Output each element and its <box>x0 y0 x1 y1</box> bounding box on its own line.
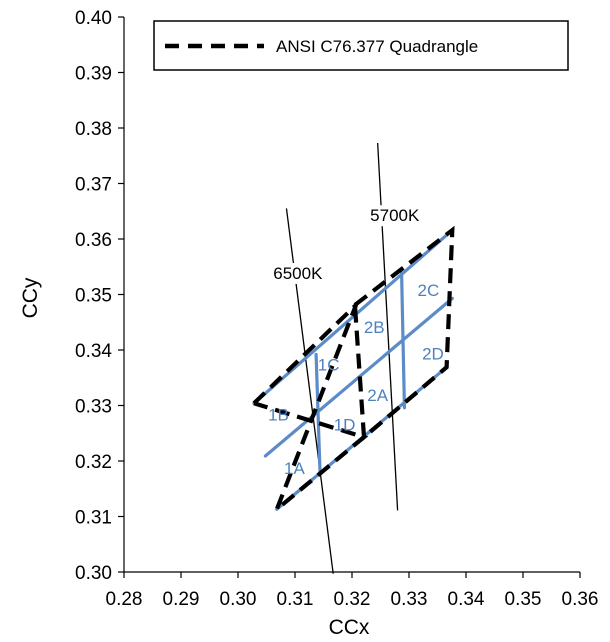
isotherm-line <box>377 142 399 511</box>
x-tick-label: 0.31 <box>277 589 314 610</box>
y-tick-label: 0.37 <box>75 175 112 196</box>
y-axis-title: CCy <box>19 277 42 318</box>
isotherm-label-bg <box>366 205 423 227</box>
bin-label: 2D <box>422 344 444 363</box>
y-tick-label: 0.31 <box>75 508 112 529</box>
bin-boundary-line <box>399 271 407 410</box>
bin-label: 2A <box>367 386 388 405</box>
bin-label: 1D <box>334 415 356 434</box>
legend: ANSI C76.377 Quadrangle <box>153 20 569 71</box>
bin-label: 1B <box>268 405 289 424</box>
x-tick-label: 0.28 <box>106 589 143 610</box>
y-tick-label: 0.33 <box>75 397 112 418</box>
x-tick-label: 0.36 <box>562 589 599 610</box>
x-tick-label: 0.30 <box>220 589 257 610</box>
x-tick-label: 0.33 <box>391 589 428 610</box>
quadrangle-outline <box>352 225 455 442</box>
isotherm-label: 6500K <box>273 264 323 283</box>
x-axis-title: CCx <box>329 616 370 639</box>
bin-boundary-line <box>252 228 454 405</box>
legend-label: ANSI C76.377 Quadrangle <box>276 37 478 56</box>
y-tick-label: 0.36 <box>75 230 112 251</box>
quadrangle-outline <box>252 303 369 517</box>
y-tick-label: 0.40 <box>75 8 112 29</box>
bin-label: 2C <box>418 281 440 300</box>
y-tick-label: 0.35 <box>75 286 112 307</box>
y-tick-label: 0.38 <box>75 119 112 140</box>
bin-label: 1C <box>318 355 340 374</box>
y-tick-label: 0.30 <box>75 563 112 584</box>
y-tick-label: 0.34 <box>75 341 112 362</box>
y-tick-label: 0.32 <box>75 452 112 473</box>
isotherm-label-bg <box>269 262 326 284</box>
y-tick-label: 0.39 <box>75 64 112 85</box>
bin-boundary-line <box>314 352 322 476</box>
x-tick-label: 0.29 <box>163 589 200 610</box>
isotherm-label: 5700K <box>370 206 420 225</box>
bin-label: 1A <box>284 459 305 478</box>
x-tick-label: 0.35 <box>505 589 542 610</box>
axes: 0.28 0.29 0.30 0.31 0.32 0.33 0.34 0.35 0.36 0.30… <box>75 8 598 610</box>
x-tick-label: 0.34 <box>448 589 485 610</box>
plot-area: 6500K 5700K 1A 1B 1C 1D 2A 2B 2C 2D <box>252 142 455 574</box>
x-tick-label: 0.32 <box>334 589 371 610</box>
bin-label: 2B <box>364 318 385 337</box>
